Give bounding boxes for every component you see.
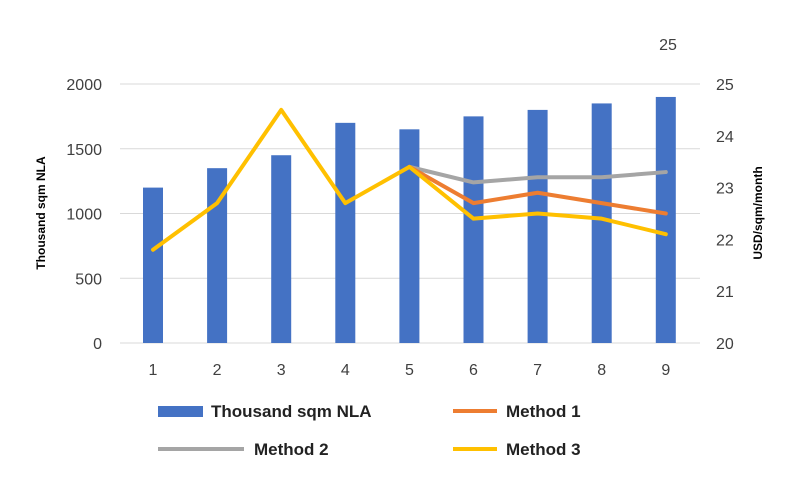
right-tick-label: 24 bbox=[716, 129, 734, 146]
x-tick-label: 8 bbox=[597, 362, 606, 379]
left-axis-label: Thousand sqm NLA bbox=[34, 156, 48, 270]
left-tick-label: 1000 bbox=[66, 207, 102, 224]
series-line-method-2 bbox=[407, 164, 668, 185]
legend: Thousand sqm NLA Method 1 Method 2 Metho… bbox=[158, 402, 581, 459]
series-line-method-3 bbox=[151, 107, 668, 252]
legend-label-method-2: Method 2 bbox=[254, 440, 329, 459]
x-tick-label: 7 bbox=[533, 362, 542, 379]
x-tick-label: 9 bbox=[661, 362, 670, 379]
bar bbox=[399, 129, 420, 343]
x-tick-label: 2 bbox=[213, 362, 222, 379]
right-tick-label: 20 bbox=[716, 336, 734, 353]
left-tick-label: 500 bbox=[75, 271, 102, 288]
legend-label-method-3: Method 3 bbox=[506, 440, 581, 459]
bar bbox=[527, 109, 548, 344]
left-tick-label: 2000 bbox=[66, 77, 102, 94]
legend-label-method-1: Method 1 bbox=[506, 402, 581, 421]
legend-swatch-bars bbox=[158, 406, 203, 417]
right-axis-label: USD/sqm/month bbox=[751, 166, 765, 259]
bar bbox=[463, 116, 484, 343]
x-tick-label: 1 bbox=[149, 362, 158, 379]
right-tick-label: 21 bbox=[716, 284, 734, 301]
bar bbox=[591, 103, 612, 343]
x-tick-label: 3 bbox=[277, 362, 286, 379]
x-tick-label: 5 bbox=[405, 362, 414, 379]
bar bbox=[335, 122, 356, 343]
x-tick-label: 4 bbox=[341, 362, 350, 379]
x-tick-label: 6 bbox=[469, 362, 478, 379]
legend-label-bars: Thousand sqm NLA bbox=[211, 402, 372, 421]
right-tick-label: 25 bbox=[716, 77, 734, 94]
left-tick-label: 1500 bbox=[66, 142, 102, 159]
bar bbox=[655, 96, 676, 343]
bar bbox=[271, 155, 292, 343]
series-line-method-1 bbox=[407, 164, 668, 216]
right-tick-label: 22 bbox=[716, 232, 734, 249]
stray-label: 25 bbox=[659, 37, 677, 54]
bar bbox=[143, 187, 163, 343]
right-tick-label: 23 bbox=[716, 181, 734, 198]
left-tick-label: 0 bbox=[93, 336, 102, 353]
bar bbox=[207, 168, 228, 343]
